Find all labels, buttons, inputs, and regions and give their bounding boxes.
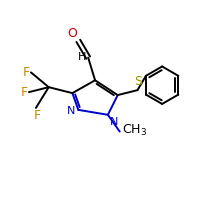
Text: CH$_3$: CH$_3$ <box>122 123 147 138</box>
Text: N: N <box>67 106 75 116</box>
Text: F: F <box>23 66 30 79</box>
Text: H: H <box>78 52 86 62</box>
Text: O: O <box>67 27 77 40</box>
Text: S: S <box>134 75 142 88</box>
Text: F: F <box>33 109 40 122</box>
Text: F: F <box>21 86 28 99</box>
Text: N: N <box>110 117 118 127</box>
